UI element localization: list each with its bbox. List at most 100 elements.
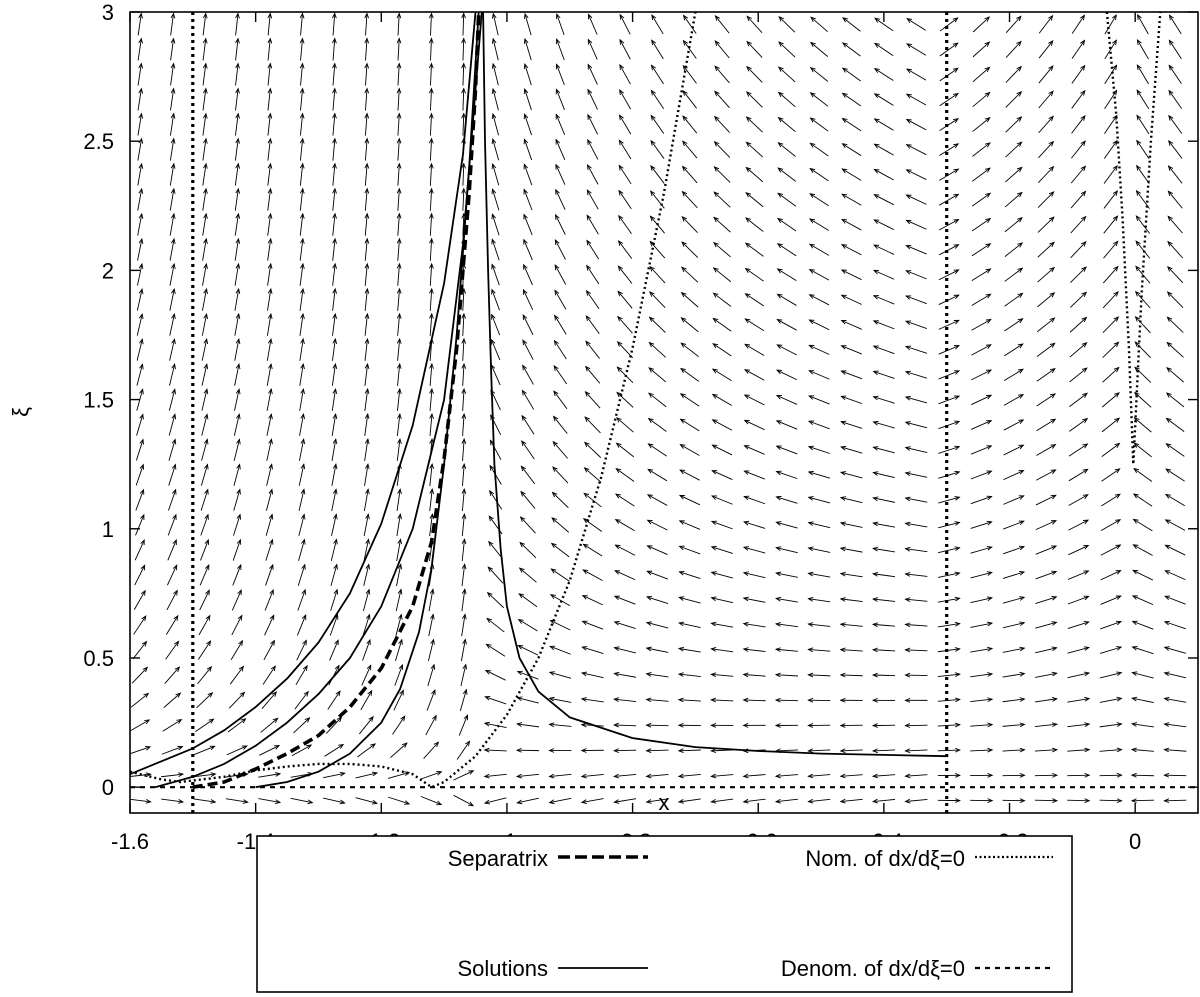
field-arrow xyxy=(1099,646,1123,654)
field-arrow xyxy=(1101,493,1121,507)
field-arrow xyxy=(364,112,370,136)
field-arrow xyxy=(299,237,305,261)
field-arrow xyxy=(1164,519,1186,531)
field-arrow xyxy=(645,773,669,779)
field-arrow xyxy=(363,538,370,562)
field-arrow xyxy=(873,42,894,57)
field-arrow xyxy=(809,167,829,182)
field-arrow xyxy=(710,621,734,628)
field-arrow xyxy=(167,564,178,586)
field-arrow xyxy=(523,163,533,186)
field-arrow xyxy=(586,214,599,235)
field-arrow xyxy=(807,647,831,653)
field-arrow xyxy=(616,341,634,359)
field-arrow xyxy=(332,237,337,261)
field-arrow xyxy=(807,773,831,779)
field-arrow xyxy=(133,589,146,610)
field-arrow xyxy=(1036,393,1057,407)
field-arrow xyxy=(904,723,928,728)
field-arrow xyxy=(937,672,961,677)
field-arrow xyxy=(1136,114,1150,135)
field-arrow xyxy=(937,546,961,554)
field-arrow xyxy=(809,193,829,207)
field-arrow xyxy=(777,116,796,133)
field-arrow xyxy=(872,395,895,404)
field-arrow xyxy=(1003,444,1025,456)
field-arrow xyxy=(743,520,766,529)
field-arrow xyxy=(713,216,731,233)
field-arrow xyxy=(712,241,731,258)
field-arrow xyxy=(1036,317,1056,333)
field-arrow xyxy=(677,748,701,754)
field-arrow xyxy=(677,722,701,728)
field-arrow xyxy=(619,89,632,110)
field-arrow xyxy=(483,721,507,728)
field-arrow xyxy=(263,639,275,661)
field-arrow xyxy=(616,391,634,408)
field-arrow xyxy=(491,288,500,311)
field-arrow xyxy=(645,697,669,703)
field-arrow xyxy=(1131,696,1154,703)
field-arrow xyxy=(1002,571,1026,579)
field-arrow xyxy=(169,137,176,161)
field-arrow xyxy=(548,671,572,679)
field-arrow xyxy=(523,12,532,36)
field-arrow xyxy=(1101,468,1121,482)
field-arrow xyxy=(1067,722,1091,728)
field-arrow xyxy=(199,589,210,611)
field-arrow xyxy=(364,337,370,361)
field-arrow xyxy=(904,496,928,503)
field-arrow xyxy=(1102,316,1120,334)
field-arrow xyxy=(168,488,177,511)
field-arrow xyxy=(552,415,568,434)
field-arrow xyxy=(364,162,370,186)
field-arrow xyxy=(583,467,602,483)
field-arrow xyxy=(679,418,700,432)
field-arrow xyxy=(491,12,499,36)
field-arrow xyxy=(429,462,435,487)
field-arrow xyxy=(808,268,830,281)
field-arrow xyxy=(712,267,732,283)
field-arrow xyxy=(713,166,731,183)
field-arrow xyxy=(555,163,566,185)
field-arrow xyxy=(137,237,144,261)
field-arrow xyxy=(905,169,927,180)
field-arrow xyxy=(195,718,215,732)
y-axis-title: ξ xyxy=(8,407,33,417)
field-arrow xyxy=(1103,190,1119,209)
field-arrow xyxy=(1099,722,1123,728)
field-arrow xyxy=(265,563,274,586)
field-arrow xyxy=(554,289,567,310)
field-arrow xyxy=(839,597,863,603)
field-arrow xyxy=(548,748,572,753)
field-arrow xyxy=(1035,646,1058,654)
field-arrow xyxy=(1167,215,1183,234)
field-arrow xyxy=(839,471,863,479)
field-arrow xyxy=(331,362,338,386)
field-arrow xyxy=(1034,722,1058,728)
field-arrow xyxy=(970,571,993,579)
field-arrow xyxy=(904,471,928,478)
field-arrow xyxy=(678,494,701,506)
direction-field xyxy=(130,12,1187,807)
field-arrow xyxy=(1130,747,1154,753)
field-arrow xyxy=(840,345,863,355)
field-arrow xyxy=(841,92,862,107)
field-arrow xyxy=(425,714,437,736)
field-arrow xyxy=(1099,798,1123,804)
field-arrow xyxy=(1132,493,1153,507)
field-arrow xyxy=(201,388,209,411)
field-arrow xyxy=(137,37,143,61)
field-arrow xyxy=(1100,519,1122,532)
field-arrow xyxy=(553,339,567,360)
field-arrow xyxy=(267,87,273,111)
field-arrow xyxy=(939,17,959,32)
field-arrow xyxy=(200,488,209,511)
field-arrow xyxy=(198,614,211,636)
field-arrow xyxy=(258,772,282,778)
field-arrow xyxy=(679,444,700,456)
field-arrow xyxy=(839,798,863,804)
field-arrow xyxy=(332,212,337,236)
field-arrow xyxy=(266,362,273,386)
field-arrow xyxy=(1104,114,1118,134)
